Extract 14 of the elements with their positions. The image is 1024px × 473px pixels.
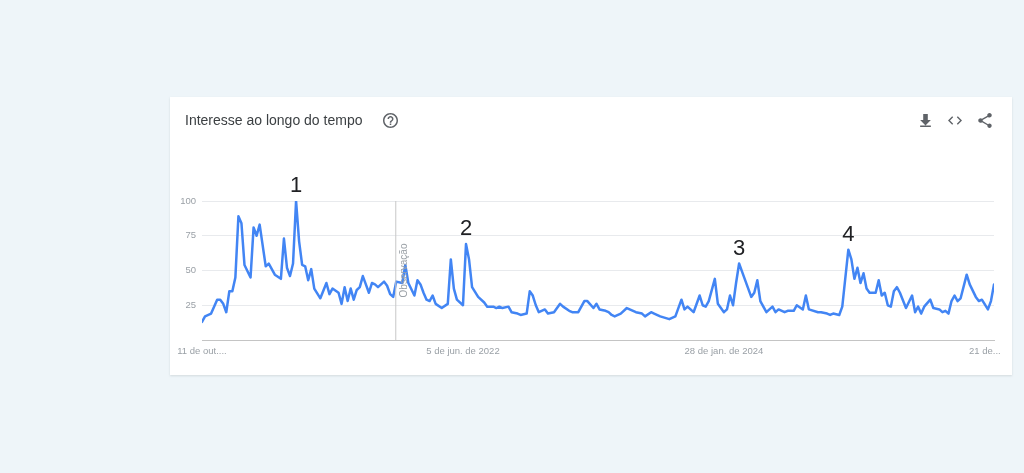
x-tick-label: 11 de out....: [177, 345, 227, 357]
y-tick-label: 75: [185, 229, 196, 241]
y-tick-label: 25: [185, 298, 196, 310]
chart-title: Interesse ao longo do tempo: [185, 112, 363, 128]
x-tick-label: 5 de jun. de 2022: [426, 345, 500, 357]
annotation: 1: [289, 172, 303, 197]
annotation: 3: [732, 234, 746, 260]
annotation: 4: [842, 220, 855, 246]
x-tick-label: 28 de jan. de 2024: [684, 345, 764, 357]
y-tick-label: 100: [180, 194, 196, 206]
x-tick-label: 21 de...: [969, 345, 1001, 357]
y-tick-label: 50: [185, 264, 196, 276]
annotation: 2: [459, 215, 473, 241]
ref-line-label: Observação: [397, 243, 409, 298]
